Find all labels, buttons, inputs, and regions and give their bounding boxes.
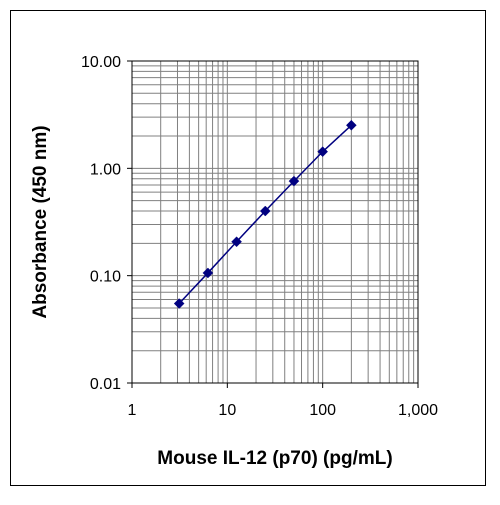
data-point <box>317 146 329 158</box>
x-tick-label: 1,000 <box>398 402 438 419</box>
data-point <box>173 298 185 309</box>
x-axis-title: Mouse IL-12 (p70) (pg/mL) <box>157 448 392 469</box>
y-tick-label: 1.00 <box>90 161 121 178</box>
data-point <box>259 205 271 217</box>
x-tick-label: 100 <box>309 402 336 419</box>
y-tick-label: 0.10 <box>90 269 121 286</box>
data-point <box>288 175 300 187</box>
data-series <box>173 119 357 309</box>
chart-frame <box>10 10 486 486</box>
y-axis-title: Absorbance (450 nm) <box>30 125 51 318</box>
x-tick-label: 1 <box>128 402 137 419</box>
grid <box>132 61 418 383</box>
y-tick-label: 0.01 <box>90 376 121 393</box>
y-tick-label: 10.00 <box>81 54 121 71</box>
x-tick-label: 10 <box>218 402 236 419</box>
plot-area <box>131 60 419 384</box>
data-point <box>346 119 357 131</box>
axis-ticks: 1 10 100 1,000 0.01 0.10 1.00 10.00 <box>81 54 438 419</box>
data-point <box>231 236 242 248</box>
data-point <box>202 267 214 279</box>
